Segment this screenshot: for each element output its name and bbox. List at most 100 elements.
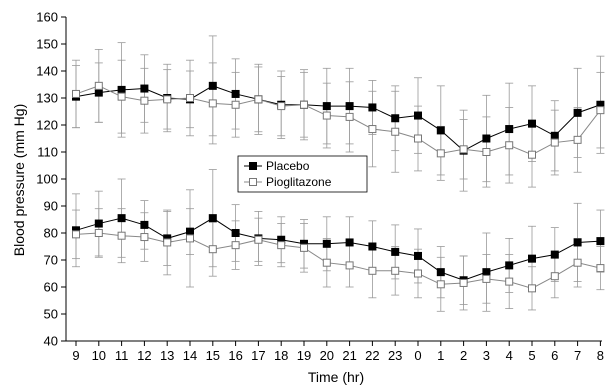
data-point-placebo-systolic bbox=[573, 108, 582, 117]
data-point-pioglitazone-diastolic bbox=[208, 245, 217, 254]
data-point-pioglitazone-systolic bbox=[277, 102, 286, 111]
data-point-pioglitazone-systolic bbox=[254, 95, 263, 104]
data-point-pioglitazone-diastolic bbox=[300, 243, 308, 252]
data-point-placebo-diastolic bbox=[186, 227, 194, 236]
data-point-pioglitazone-diastolic bbox=[391, 266, 400, 275]
x-tick-label: 22 bbox=[365, 348, 379, 363]
data-point-placebo-diastolic bbox=[414, 251, 422, 260]
data-point-pioglitazone-systolic bbox=[208, 99, 217, 108]
data-point-pioglitazone-systolic bbox=[300, 100, 308, 109]
data-point-pioglitazone-systolic bbox=[345, 112, 354, 121]
data-point-pioglitazone-diastolic bbox=[322, 258, 331, 267]
x-tick-label: 4 bbox=[506, 348, 513, 363]
data-point-placebo-systolic bbox=[322, 102, 331, 111]
data-point-placebo-diastolic bbox=[505, 261, 514, 270]
y-tick-label: 110 bbox=[37, 145, 58, 160]
x-tick-label: 12 bbox=[137, 348, 151, 363]
data-point-placebo-diastolic bbox=[94, 219, 103, 228]
data-point-pioglitazone-systolic bbox=[117, 92, 126, 101]
data-point-placebo-systolic bbox=[482, 134, 491, 143]
data-point-pioglitazone-systolic bbox=[505, 141, 514, 150]
data-point-pioglitazone-diastolic bbox=[186, 234, 194, 243]
data-point-pioglitazone-systolic bbox=[459, 145, 468, 154]
data-point-placebo-diastolic bbox=[345, 238, 354, 247]
x-axis-title: Time (hr) bbox=[308, 369, 364, 385]
data-point-pioglitazone-systolic bbox=[482, 148, 491, 156]
data-point-pioglitazone-systolic bbox=[94, 81, 103, 90]
data-point-pioglitazone-diastolic bbox=[573, 258, 582, 267]
y-tick-label: 60 bbox=[44, 280, 58, 295]
data-point-pioglitazone-systolic bbox=[391, 127, 400, 136]
data-point-placebo-diastolic bbox=[368, 242, 377, 251]
y-tick-label: 80 bbox=[44, 226, 58, 241]
x-tick-label: 3 bbox=[483, 348, 490, 363]
data-point-placebo-systolic bbox=[208, 81, 217, 90]
y-tick-label: 70 bbox=[44, 253, 58, 268]
legend-label-placebo: Placebo bbox=[266, 159, 310, 173]
x-tick-label: 7 bbox=[574, 348, 581, 363]
x-tick-label: 18 bbox=[274, 348, 288, 363]
data-point-placebo-diastolic bbox=[436, 268, 445, 277]
data-point-placebo-systolic bbox=[140, 84, 149, 93]
data-point-pioglitazone-diastolic bbox=[277, 241, 286, 250]
y-tick-label: 40 bbox=[44, 334, 58, 349]
series-line-pioglitazone-diastolic bbox=[75, 232, 601, 289]
x-tick-label: 17 bbox=[251, 348, 265, 363]
data-point-placebo-diastolic bbox=[391, 247, 400, 256]
data-point-pioglitazone-systolic bbox=[573, 135, 582, 144]
data-point-pioglitazone-systolic bbox=[414, 134, 422, 143]
x-tick-label: 23 bbox=[388, 348, 402, 363]
data-point-placebo-diastolic bbox=[231, 229, 240, 237]
data-point-pioglitazone-systolic bbox=[528, 150, 536, 159]
data-point-pioglitazone-diastolic bbox=[459, 278, 468, 287]
data-point-pioglitazone-diastolic bbox=[550, 272, 559, 281]
y-axis-title: Blood pressure (mm Hg) bbox=[11, 104, 27, 257]
data-point-placebo-systolic bbox=[528, 119, 536, 128]
data-point-pioglitazone-diastolic bbox=[231, 241, 240, 250]
data-point-placebo-systolic bbox=[414, 111, 422, 120]
legend-box bbox=[237, 155, 368, 193]
data-point-placebo-systolic bbox=[436, 126, 445, 135]
legend-marker-placebo bbox=[249, 162, 257, 170]
x-tick-label: 1 bbox=[437, 348, 444, 363]
x-tick-label: 14 bbox=[183, 348, 197, 363]
data-point-pioglitazone-systolic bbox=[140, 96, 149, 105]
data-point-pioglitazone-diastolic bbox=[505, 277, 514, 286]
x-tick-label: 2 bbox=[460, 348, 467, 363]
x-tick-label: 5 bbox=[528, 348, 535, 363]
data-point-placebo-systolic bbox=[345, 102, 354, 111]
data-point-placebo-diastolic bbox=[322, 239, 331, 248]
data-point-placebo-systolic bbox=[117, 85, 126, 94]
data-point-placebo-diastolic bbox=[550, 250, 559, 259]
data-point-pioglitazone-systolic bbox=[596, 106, 605, 115]
data-point-pioglitazone-diastolic bbox=[368, 266, 377, 275]
data-point-placebo-systolic bbox=[94, 88, 103, 97]
data-point-placebo-diastolic bbox=[117, 214, 126, 223]
data-point-pioglitazone-systolic bbox=[550, 138, 559, 147]
legend: Placebo Pioglitazone bbox=[237, 155, 368, 193]
x-tick-label: 21 bbox=[342, 348, 356, 363]
x-tick-label: 8 bbox=[597, 348, 604, 363]
data-point-pioglitazone-systolic bbox=[163, 95, 172, 104]
legend-label-pioglitazone: Pioglitazone bbox=[266, 175, 332, 189]
data-point-pioglitazone-diastolic bbox=[163, 238, 172, 247]
data-point-placebo-diastolic bbox=[573, 238, 582, 247]
data-point-placebo-diastolic bbox=[208, 214, 217, 223]
x-tick-label: 13 bbox=[160, 348, 174, 363]
x-tick-label: 20 bbox=[320, 348, 334, 363]
data-point-pioglitazone-systolic bbox=[436, 149, 445, 158]
data-point-pioglitazone-systolic bbox=[72, 89, 80, 98]
x-tick-label: 9 bbox=[72, 348, 79, 363]
data-point-pioglitazone-diastolic bbox=[94, 229, 103, 237]
data-point-placebo-systolic bbox=[231, 89, 240, 98]
data-point-pioglitazone-diastolic bbox=[72, 230, 80, 239]
x-tick-label: 15 bbox=[206, 348, 220, 363]
data-point-placebo-diastolic bbox=[596, 237, 605, 246]
x-tick-label: 16 bbox=[228, 348, 242, 363]
data-point-pioglitazone-diastolic bbox=[117, 231, 126, 240]
data-point-pioglitazone-diastolic bbox=[345, 261, 354, 270]
series-line-placebo-systolic bbox=[75, 85, 601, 152]
